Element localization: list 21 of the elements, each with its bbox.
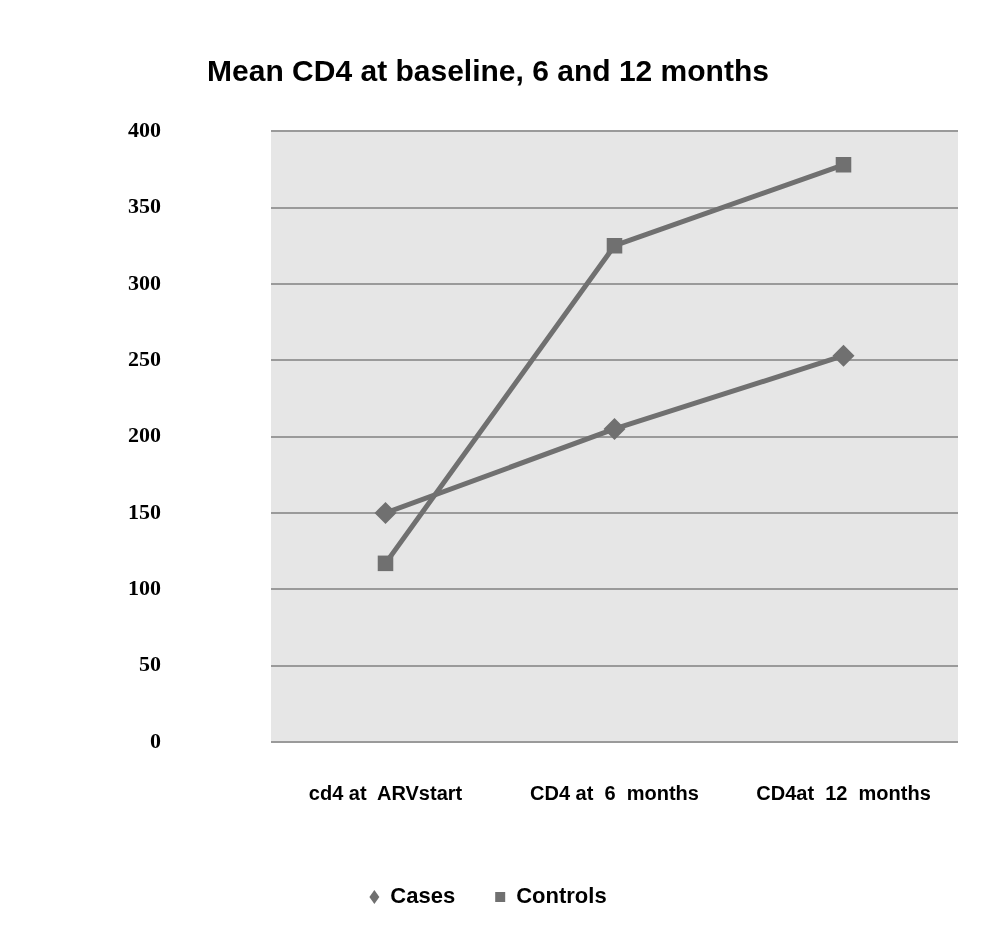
x-tick-label: CD4at 12 months xyxy=(756,781,931,804)
point xyxy=(603,417,626,440)
point xyxy=(377,555,394,572)
legend-label: Controls xyxy=(516,883,607,909)
x-tick-label: CD4 at 6 months xyxy=(530,781,699,804)
y-tick-label: 0 xyxy=(150,727,161,753)
y-tick-label: 300 xyxy=(128,269,161,295)
y-tick-label: 150 xyxy=(128,498,161,524)
y-tick-label: 350 xyxy=(128,193,161,219)
y-tick-label: 400 xyxy=(128,116,161,142)
y-tick-label: 100 xyxy=(128,574,161,600)
point xyxy=(606,237,623,254)
x-tick-label: cd4 at ARVstart xyxy=(308,781,463,804)
chart-title: Mean CD4 at baseline, 6 and 12 months xyxy=(207,54,769,88)
point xyxy=(835,157,852,173)
y-tick-label: 250 xyxy=(128,345,161,371)
point xyxy=(374,501,397,524)
legend-label: Cases xyxy=(390,883,456,909)
y-tick-label: 50 xyxy=(139,651,161,677)
point xyxy=(832,344,855,367)
y-tick-label: 200 xyxy=(128,422,161,448)
